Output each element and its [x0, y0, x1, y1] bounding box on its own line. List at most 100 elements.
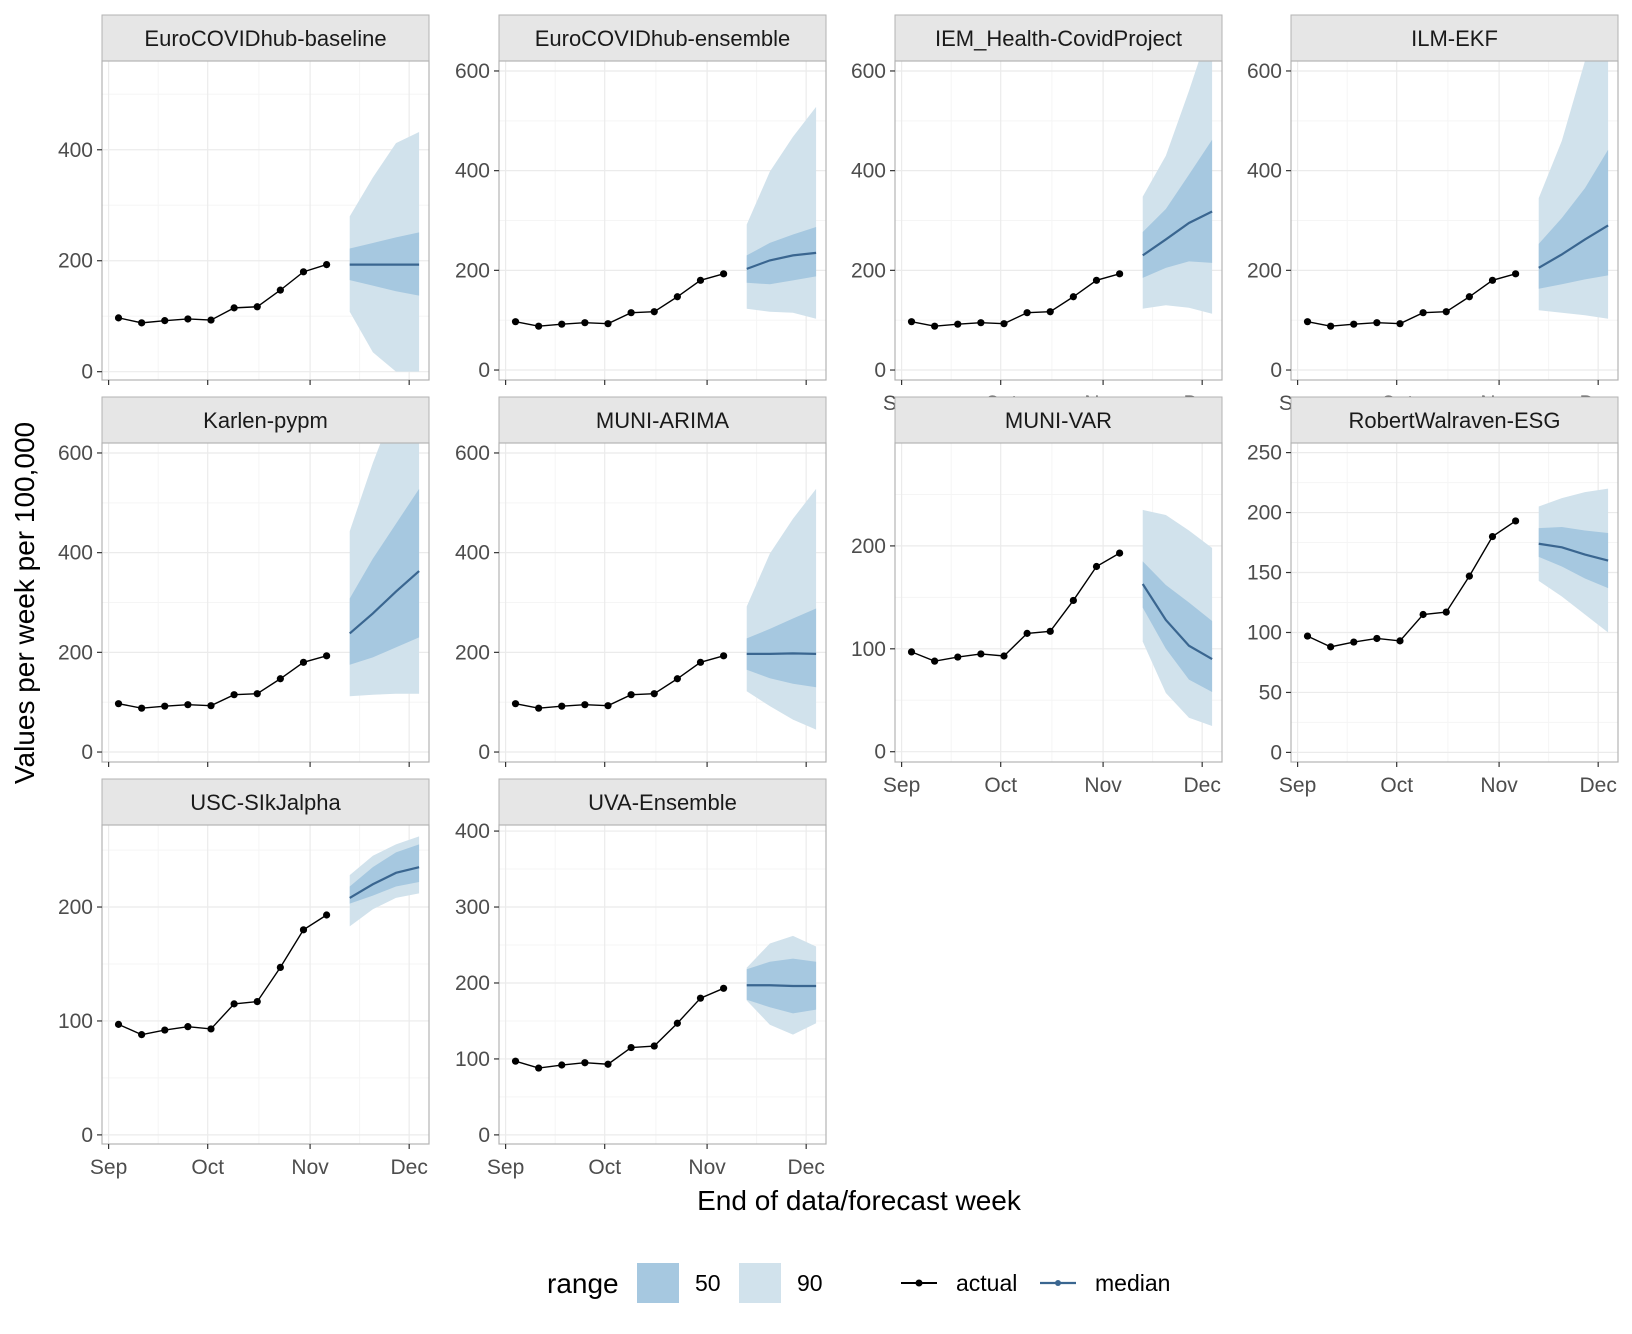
actual-point	[673, 675, 681, 683]
actual-point	[1000, 320, 1008, 328]
actual-point	[650, 308, 658, 316]
actual-point	[558, 1061, 566, 1069]
gridlines	[102, 825, 429, 1144]
actual-point	[1046, 308, 1054, 316]
x-tick-label: Oct	[1380, 774, 1413, 797]
legend-label-actual: actual	[956, 1270, 1017, 1296]
actual-point	[627, 691, 635, 699]
actual-point	[1419, 309, 1427, 317]
y-tick-label: 400	[455, 160, 490, 183]
actual-point	[1116, 270, 1124, 278]
actual-line	[911, 273, 1120, 327]
y-tick-label: 200	[1247, 502, 1282, 525]
y-tick-label: 250	[1247, 442, 1282, 465]
actual-point	[230, 304, 238, 312]
strip-usc-sikjalpha	[101, 778, 430, 826]
x-tick-label: Oct	[588, 1156, 621, 1179]
actual-line	[515, 987, 724, 1069]
actual-point	[138, 704, 146, 712]
range-50-band	[349, 488, 420, 665]
range-50-band	[1538, 526, 1609, 589]
actual-point	[276, 286, 284, 294]
strip-eurocovidhub-baseline	[101, 14, 430, 62]
panel-border	[498, 442, 827, 763]
panel-eurocovidhub-baseline: EuroCOVIDhub-baseline 0 200 400	[58, 14, 430, 385]
strip-uva-ensemble	[498, 778, 827, 826]
strip-label-muni-var: MUNI-VAR	[1005, 408, 1112, 433]
plot-area	[1303, 61, 1609, 330]
actual-line	[911, 552, 1120, 662]
panel-border	[498, 824, 827, 1145]
gridlines	[499, 443, 826, 762]
x-tick-label: Dec	[788, 1156, 825, 1179]
y-tick-label: 0	[81, 741, 93, 764]
y-tick-label: 200	[851, 259, 886, 282]
x-tick-label: Nov	[688, 1156, 726, 1179]
median-line	[349, 866, 420, 899]
actual-point	[558, 320, 566, 328]
actual-point	[323, 911, 331, 919]
actual-point	[207, 1025, 215, 1033]
actual-point	[511, 318, 520, 326]
median-line	[1538, 224, 1609, 269]
gridlines	[1291, 443, 1618, 762]
range-50-band	[1538, 149, 1609, 289]
plot-area	[1303, 488, 1609, 651]
y-tick-label: 200	[851, 535, 886, 558]
actual-point	[1350, 320, 1358, 328]
y-tick-label: 400	[58, 139, 93, 162]
actual-line	[515, 273, 724, 327]
panel-muni-arima: MUNI-ARIMA 0 200 400 600	[455, 396, 827, 767]
strip-eurocovidhub-ensemble	[498, 14, 827, 62]
actual-point	[1092, 562, 1101, 571]
legend-label-range-90: 90	[797, 1270, 823, 1296]
actual-point	[511, 700, 520, 708]
actual-point	[299, 268, 308, 276]
actual-point	[581, 701, 589, 709]
y-tick-label: 600	[455, 442, 490, 465]
y-tick-label: 200	[455, 641, 490, 664]
actual-point	[650, 1042, 658, 1050]
strip-robertwalraven-esg	[1290, 396, 1619, 444]
y-tick-label: 600	[455, 60, 490, 83]
plot-area	[907, 509, 1213, 726]
actual-point	[604, 702, 612, 710]
actual-point	[161, 1026, 169, 1034]
range-50-band	[746, 226, 817, 285]
y-tick-label: 600	[1247, 60, 1282, 83]
legend-key-median-point	[1055, 1280, 1061, 1286]
actual-point	[253, 303, 261, 311]
x-tick-label: Nov	[291, 1156, 329, 1179]
panel-border	[1290, 442, 1619, 763]
x-tick-label: Sep	[1279, 774, 1316, 797]
actual-point	[627, 309, 635, 317]
facet-panels: EuroCOVIDhub-baseline0200400EuroCOVIDhub…	[58, 14, 1619, 1179]
legend-label-range-50: 50	[695, 1270, 721, 1296]
strip-label-uva-ensemble: UVA-Ensemble	[588, 790, 737, 815]
actual-point	[1327, 322, 1335, 330]
actual-point	[138, 319, 146, 327]
actual-line	[118, 655, 327, 709]
strip-label-karlen-pypm: Karlen-pypm	[203, 408, 328, 433]
legend-key-range-50	[637, 1263, 679, 1303]
actual-point	[114, 1020, 123, 1028]
x-tick-label: Sep	[883, 774, 920, 797]
actual-point	[650, 690, 658, 698]
x-tick-label: Oct	[191, 1156, 224, 1179]
actual-point	[1069, 596, 1077, 605]
y-tick-label: 200	[455, 972, 490, 995]
plot-area	[511, 488, 817, 730]
panel-robertwalraven-esg: RobertWalraven-ESG 0 50 100 150 200 250 Sep Oct N…	[1247, 396, 1619, 797]
y-tick-label: 150	[1247, 562, 1282, 585]
plot-area	[114, 443, 420, 712]
actual-point	[323, 261, 331, 269]
y-tick-label: 0	[1270, 741, 1282, 764]
y-tick-label: 400	[1247, 160, 1282, 183]
actual-point	[1442, 608, 1450, 616]
actual-point	[673, 293, 681, 301]
median-line	[746, 251, 817, 270]
actual-point	[1488, 276, 1497, 284]
actual-point	[1512, 517, 1520, 525]
actual-point	[720, 652, 728, 660]
plot-area	[114, 836, 420, 1039]
